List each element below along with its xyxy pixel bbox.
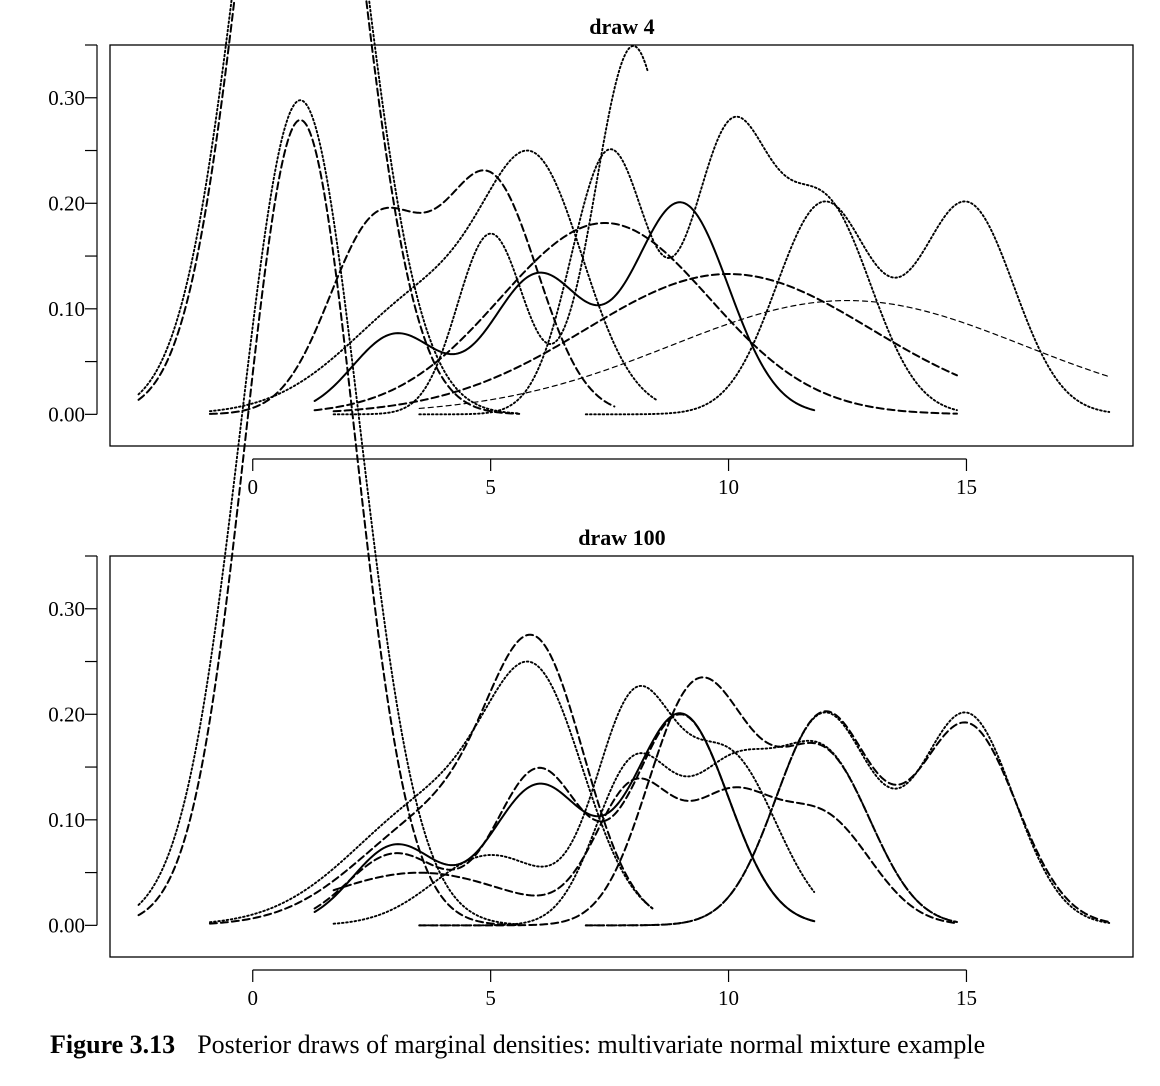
series-line-6 bbox=[313, 222, 958, 415]
y-tick-label: 0.30 bbox=[48, 597, 85, 621]
y-tick-label: 0.00 bbox=[48, 913, 85, 937]
x-tick-label: 15 bbox=[956, 475, 977, 499]
series-group bbox=[137, 0, 1111, 416]
series-line-11 bbox=[418, 299, 1110, 410]
series-line-3 bbox=[208, 169, 616, 415]
series-line-1 bbox=[137, 0, 521, 415]
series-line-6 bbox=[313, 713, 816, 923]
series-line-10 bbox=[418, 676, 958, 927]
figure-caption: Figure 3.13 Posterior draws of marginal d… bbox=[50, 1030, 985, 1060]
series-line-7 bbox=[332, 45, 649, 416]
y-tick-label: 0.10 bbox=[48, 808, 85, 832]
series-line-5 bbox=[313, 201, 816, 412]
y-tick-label: 0.20 bbox=[48, 702, 85, 726]
series-line-5 bbox=[313, 712, 816, 923]
panel-draw-100: draw 100 0.00 0.10 0.20 0.30 0 5 10 15 bbox=[48, 99, 1134, 1010]
series-line-4 bbox=[208, 660, 654, 924]
x-tick-label: 15 bbox=[956, 986, 977, 1010]
y-tick-label: 0.20 bbox=[48, 191, 85, 215]
x-tick-label: 0 bbox=[247, 986, 258, 1010]
panel-draw-4: draw 4 0.00 0.10 0.20 0.30 0 5 10 15 bbox=[48, 0, 1134, 499]
series-group bbox=[137, 99, 1111, 927]
x-tick-label: 5 bbox=[485, 986, 496, 1010]
panel-title: draw 100 bbox=[578, 525, 665, 550]
panel-title: draw 4 bbox=[589, 14, 654, 39]
y-axis: 0.00 0.10 0.20 0.30 bbox=[48, 555, 98, 937]
series-line-4 bbox=[208, 149, 659, 413]
y-tick-label: 0.30 bbox=[48, 86, 85, 110]
series-line-11 bbox=[584, 711, 1111, 927]
series-line-9 bbox=[418, 739, 958, 927]
series-line-3 bbox=[208, 633, 654, 925]
series-line-7 bbox=[332, 684, 816, 925]
y-tick-label: 0.10 bbox=[48, 297, 85, 321]
series-line-8 bbox=[332, 777, 958, 925]
series-line-2 bbox=[137, 99, 521, 926]
x-tick-label: 5 bbox=[485, 475, 496, 499]
y-axis: 0.00 0.10 0.20 0.30 bbox=[48, 44, 98, 426]
x-tick-label: 10 bbox=[718, 986, 739, 1010]
x-tick-label: 10 bbox=[718, 475, 739, 499]
series-line-2 bbox=[137, 0, 521, 415]
series-line-12 bbox=[584, 710, 1111, 927]
series-line-9 bbox=[418, 115, 958, 416]
series-line-10 bbox=[584, 200, 1111, 416]
x-axis: 0 5 10 15 bbox=[247, 458, 977, 499]
caption-text: Posterior draws of marginal densities: m… bbox=[197, 1030, 986, 1059]
plot-frame bbox=[109, 44, 1134, 447]
y-tick-label: 0.00 bbox=[48, 402, 85, 426]
plot-frame bbox=[109, 555, 1134, 958]
figure-number: Figure 3.13 bbox=[50, 1030, 176, 1059]
series-line-8 bbox=[332, 273, 958, 413]
series-line-1 bbox=[137, 118, 521, 927]
x-tick-label: 0 bbox=[247, 475, 258, 499]
x-axis: 0 5 10 15 bbox=[247, 969, 977, 1010]
